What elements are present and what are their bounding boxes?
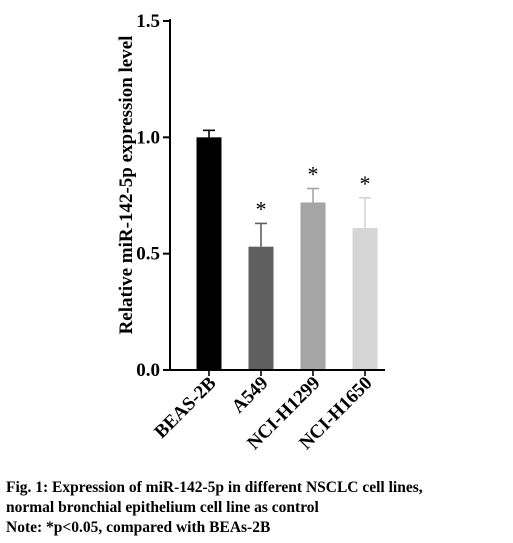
y-tick-label: 1.5 xyxy=(136,11,160,32)
caption-line-2: normal bronchial epithelium cell line as… xyxy=(6,499,319,516)
bar-nci-h1650 xyxy=(352,228,378,370)
plot-area: 0.00.51.01.5BEAS-2B*A549*NCI-H1299*NCI-H… xyxy=(136,11,385,454)
bar-a549 xyxy=(248,246,274,370)
x-tick-label: BEAS-2B xyxy=(150,372,220,442)
caption-line-1: Fig. 1: Expression of miR-142-5p in diff… xyxy=(6,479,423,496)
x-tick-label: A549 xyxy=(228,373,273,418)
y-tick-label: 0.5 xyxy=(136,244,160,265)
bar-chart: Relative miR-142-5p expression level 0.0… xyxy=(116,11,385,454)
y-tick-label: 1.0 xyxy=(136,127,160,148)
bar-beas-2b xyxy=(196,137,222,370)
significance-marker: * xyxy=(308,162,319,187)
significance-marker: * xyxy=(256,196,267,221)
figure-caption: Fig. 1: Expression of miR-142-5p in diff… xyxy=(6,478,511,538)
y-tick-label: 0.0 xyxy=(136,360,160,381)
y-axis-label: Relative miR-142-5p expression level xyxy=(116,36,137,335)
caption-line-3: Note: *p<0.05, compared with BEAs-2B xyxy=(6,519,271,536)
bar-nci-h1299 xyxy=(300,202,326,370)
significance-marker: * xyxy=(360,171,371,196)
